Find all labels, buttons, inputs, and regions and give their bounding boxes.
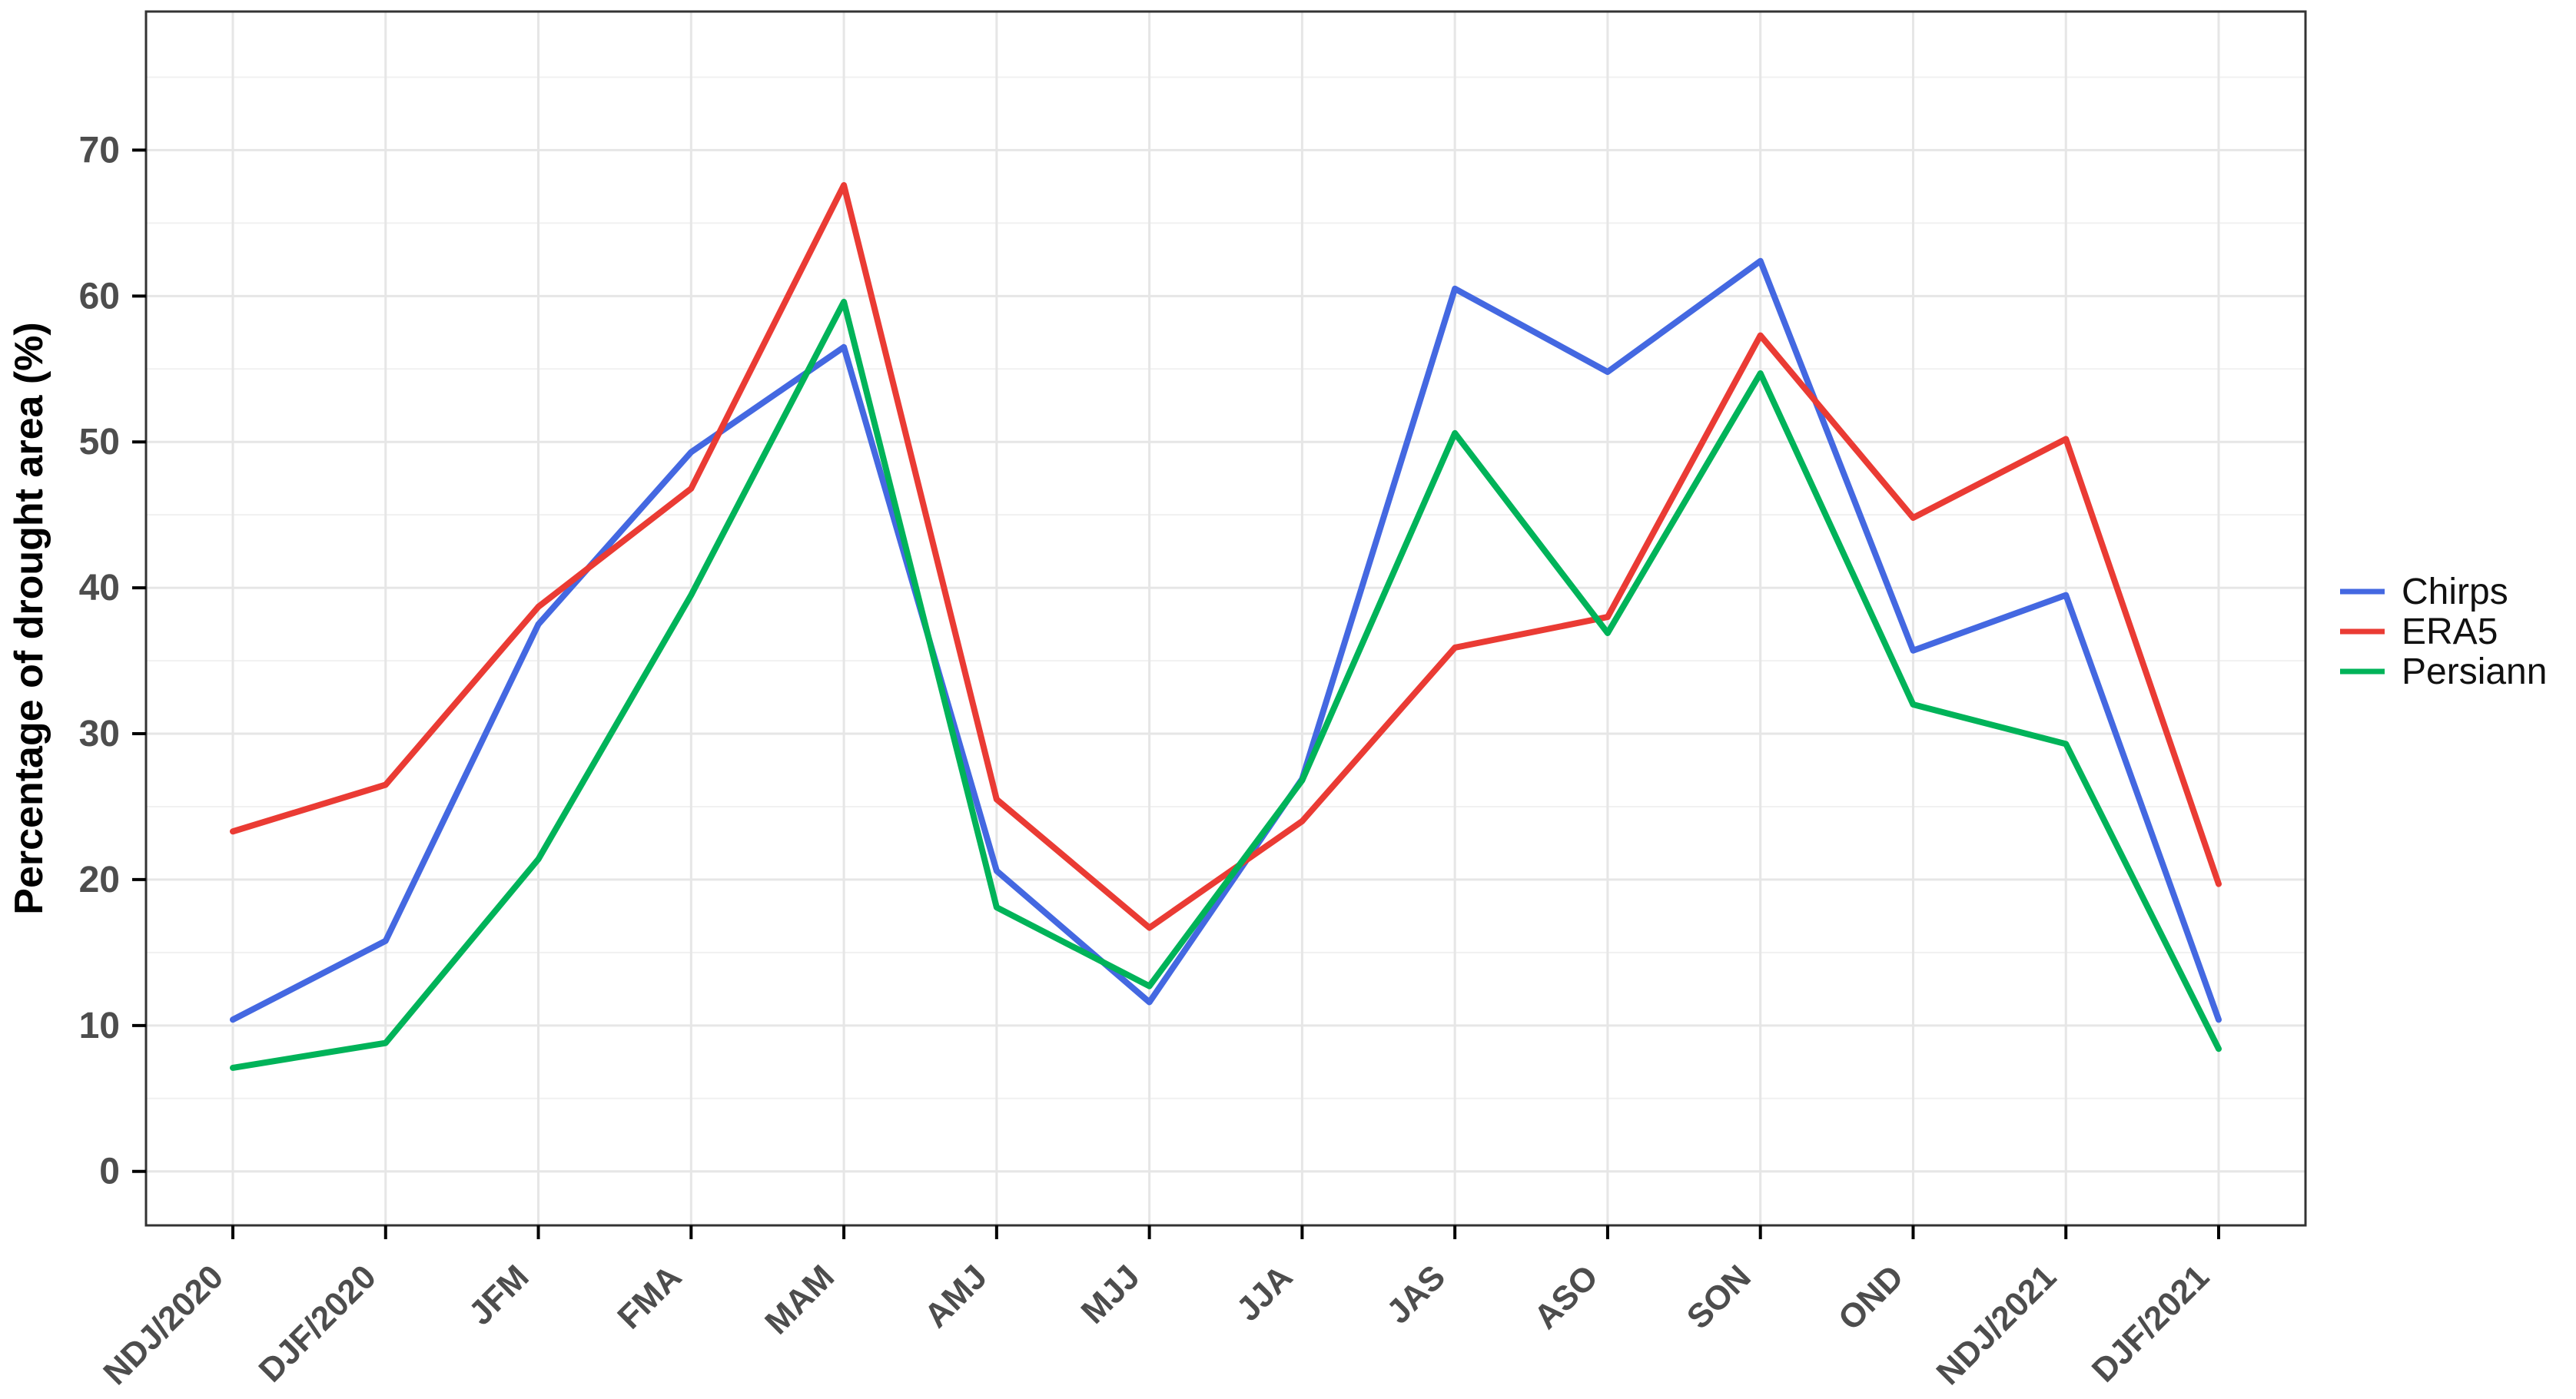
y-axis-title: Percentage of drought area (%) [7,322,51,914]
y-tick-label: 40 [79,568,120,608]
series-lines [230,181,2222,1071]
axis-ticks [132,148,2220,1239]
y-tick-label: 70 [79,130,120,171]
y-tick-label: 0 [99,1152,120,1192]
legend-label-era5: ERA5 [2402,612,2498,652]
series-line-era5 [230,181,2222,931]
y-tick-label: 10 [79,1006,120,1046]
plot-panel [144,10,2307,1227]
legend-label-chirps: Chirps [2402,572,2508,612]
series-line-chirps [230,257,2222,1023]
series-line-persiann [230,298,2222,1071]
y-axis-tick-labels: 0 10 20 30 40 50 60 70 [79,130,120,1192]
y-tick-label: 30 [79,714,120,754]
legend-label-persiann: Persiann [2402,651,2547,692]
y-tick-label: 60 [79,276,120,317]
y-tick-label: 50 [79,422,120,462]
minor-gridlines [146,76,2305,1099]
y-tick-label: 20 [79,860,120,900]
